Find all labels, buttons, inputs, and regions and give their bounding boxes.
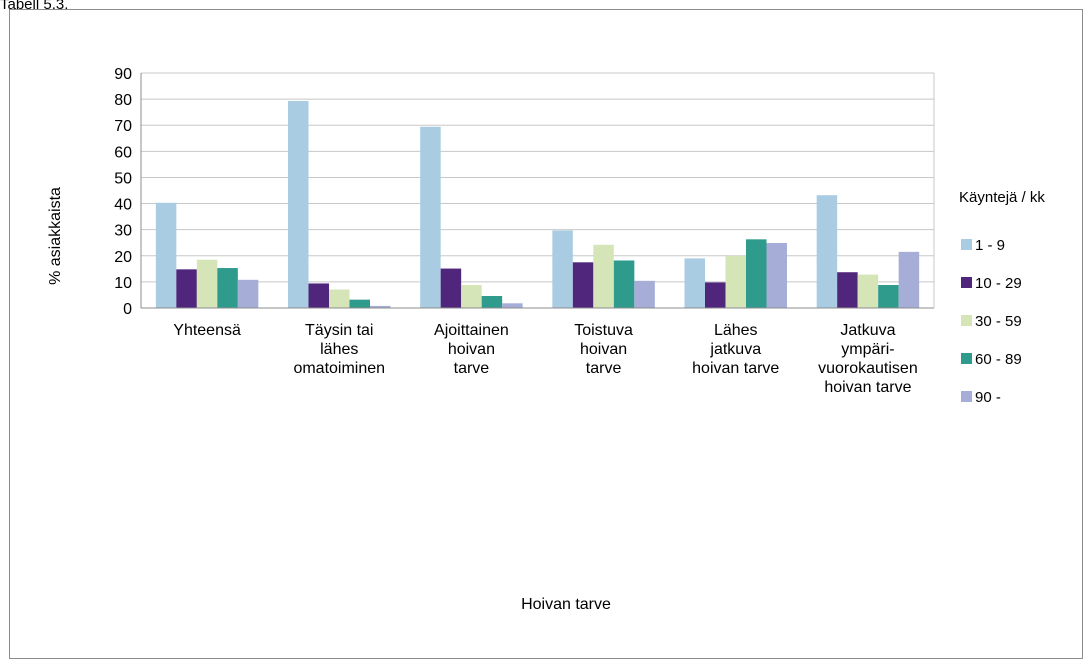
bar-10-29-cat-5: [705, 282, 726, 308]
y-tick-labels: 0 10 20 30 40 50 60 70 80 90: [114, 66, 132, 318]
y-tick-label: 30: [114, 223, 132, 240]
axes: [140, 73, 935, 309]
legend-swatch: [961, 391, 972, 402]
bar-90-cat-4: [634, 280, 655, 308]
bar-10-29-cat-3: [440, 268, 462, 308]
bar-1-9-cat-1: [155, 202, 177, 308]
y-tick-label: 60: [114, 144, 132, 161]
x-axis-title: Hoivan tarve: [521, 596, 611, 613]
bar-60-89-cat-3: [481, 295, 503, 308]
y-tick-label: 20: [114, 249, 132, 266]
bar-60-89-cat-1: [217, 268, 238, 308]
y-tick-label: 50: [114, 170, 132, 187]
bar-1-9-cat-3: [420, 126, 441, 309]
x-tick-label-line: jatkuva: [709, 341, 761, 358]
x-tick-label-line: Jatkuva: [840, 322, 895, 339]
legend: Käyntejä / kk 1 - 9 10 - 29 30 - 59 60 - 89…: [959, 189, 1045, 406]
x-tick-label: Jatkuva ympäri-vuorokautisen hoivan tarve: [818, 322, 918, 396]
x-tick-label-line: hoivan tarve: [824, 379, 911, 396]
legend-swatch: [961, 315, 972, 326]
x-tick-label-line: Ajoittainen: [434, 322, 509, 339]
x-tick-label-line: Toistuva: [574, 322, 633, 339]
clipped-heading-fragment: Tabell 5.3.: [0, 0, 69, 9]
bar-90-cat-2: [370, 305, 391, 308]
x-tick-label: Täysin tai lähes omatoiminen: [293, 322, 385, 377]
bar-90-cat-3: [502, 303, 523, 308]
chart: 0 10 20 30 40 50 60 70 80 90 Yhteensä Täysin tai lä…: [47, 66, 1045, 613]
bar-60-89-cat-4: [613, 260, 635, 308]
x-tick-label-line: lähes: [320, 341, 358, 358]
legend-label: 60 - 89: [975, 351, 1022, 368]
x-tick-label: Toistuva hoivan tarve: [574, 322, 633, 377]
legend-label: 10 - 29: [975, 275, 1022, 292]
legend-items: 1 - 9 10 - 29 30 - 59 60 - 89 90 -: [961, 237, 1022, 406]
legend-item: 10 - 29: [961, 275, 1022, 292]
legend-swatch: [961, 353, 972, 364]
bar-1-9-cat-5: [684, 258, 705, 308]
x-tick-label-line: hoivan: [580, 341, 627, 358]
x-tick-label-line: Täysin tai: [305, 322, 373, 339]
gridlines: [141, 72, 934, 283]
x-tick-label-line: ympäri-: [841, 341, 894, 358]
y-tick-label: 80: [114, 92, 132, 109]
bar-1-9-cat-6: [816, 195, 838, 308]
y-axis-title: % asiakkaista: [47, 187, 64, 285]
legend-item: 60 - 89: [961, 351, 1022, 368]
bar-30-59-cat-4: [593, 244, 614, 308]
x-tick-label-line: hoivan: [448, 341, 495, 358]
bars: [155, 100, 920, 309]
legend-swatch: [961, 277, 972, 288]
y-tick-label: 40: [114, 197, 132, 214]
x-tick-label: Yhteensä: [173, 322, 241, 339]
bar-90-cat-1: [237, 279, 259, 308]
bar-90-cat-5: [766, 242, 787, 308]
legend-item: 90 -: [961, 389, 1001, 406]
legend-title: Käyntejä / kk: [959, 189, 1045, 206]
x-tick-label-line: hoivan tarve: [692, 360, 779, 377]
legend-label: 30 - 59: [975, 313, 1022, 330]
x-tick-labels: Yhteensä Täysin tai lähes omatoiminen Ajoitt…: [173, 322, 917, 396]
legend-item: 30 - 59: [961, 313, 1022, 330]
bar-1-9-cat-4: [552, 230, 573, 308]
bar-60-89-cat-6: [878, 285, 899, 308]
y-tick-label: 0: [123, 301, 132, 318]
legend-label: 1 - 9: [975, 237, 1005, 254]
chart-frame: 0 10 20 30 40 50 60 70 80 90 Yhteensä Täysin tai lä…: [9, 9, 1083, 659]
x-tick-label: Ajoittainen hoivan tarve: [434, 322, 509, 377]
bar-30-59-cat-3: [461, 285, 482, 308]
y-tick-label: 10: [114, 275, 132, 292]
bar-10-29-cat-6: [837, 272, 858, 308]
legend-label: 90 -: [975, 389, 1001, 406]
bar-30-59-cat-5: [725, 255, 746, 308]
bar-10-29-cat-4: [572, 262, 594, 308]
bar-10-29-cat-2: [308, 283, 329, 308]
bar-60-89-cat-5: [746, 239, 767, 308]
x-tick-label-line: Lähes: [714, 322, 758, 339]
y-tick-label: 90: [114, 66, 132, 83]
legend-item: 1 - 9: [961, 237, 1005, 254]
x-tick-label-line: vuorokautisen: [818, 360, 918, 377]
legend-swatch: [961, 239, 972, 250]
x-tick-label-line: tarve: [454, 360, 490, 377]
bar-30-59-cat-2: [329, 289, 350, 308]
bar-10-29-cat-1: [176, 269, 197, 308]
x-tick-label-line: Yhteensä: [173, 322, 241, 339]
bar-1-9-cat-2: [288, 100, 309, 308]
bar-90-cat-6: [898, 251, 920, 308]
y-tick-label: 70: [114, 118, 132, 135]
bar-60-89-cat-2: [349, 299, 370, 308]
bar-30-59-cat-6: [857, 274, 879, 308]
x-tick-label: Lähes jatkuva hoivan tarve: [692, 322, 779, 377]
x-tick-label-line: tarve: [586, 360, 622, 377]
x-tick-label-line: omatoiminen: [293, 360, 385, 377]
bar-30-59-cat-1: [196, 259, 218, 308]
